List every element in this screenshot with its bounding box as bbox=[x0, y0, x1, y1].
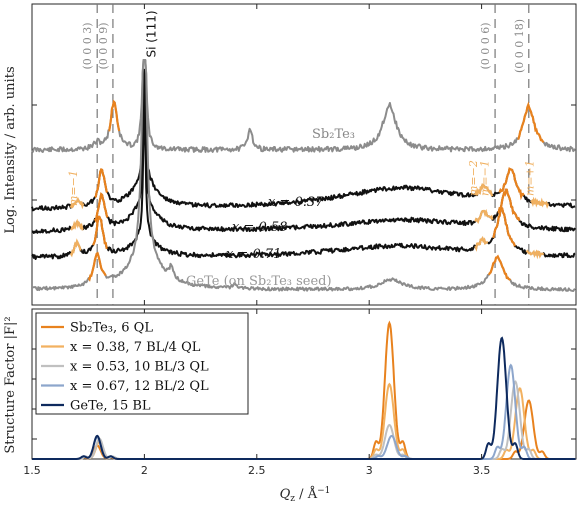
highlight-segment bbox=[474, 235, 489, 252]
series-line-GeTe bbox=[31, 59, 576, 292]
highlight-segment bbox=[92, 215, 108, 250]
x-tick-label: 3.5 bbox=[473, 464, 491, 477]
legend: Sb₂Te₃, 6 QL x = 0.38, 7 BL/4 QL x = 0.53,… bbox=[35, 312, 249, 415]
satellite-label: m=−1 bbox=[67, 170, 80, 206]
highlight-segment bbox=[108, 99, 121, 132]
highlight-segment bbox=[498, 167, 525, 201]
reference-line-label: (0 0 0 3) bbox=[81, 22, 94, 69]
legend-entry: GeTe, 15 BL bbox=[70, 399, 151, 414]
x-tick-label: 2 bbox=[141, 464, 148, 477]
satellite-label: m=−1 bbox=[478, 160, 491, 196]
reference-line-label: (0 0 0 9) bbox=[97, 22, 110, 69]
legend-entry: x = 0.67, 12 BL/2 QL bbox=[70, 379, 209, 394]
top-panel: (0 0 0 3) (0 0 0 9) (0 0 0 6) (0 0 0 18) Sb₂… bbox=[31, 3, 577, 306]
legend-entry: Sb₂Te₃, 6 QL bbox=[70, 321, 153, 336]
series-label-GeTe: GeTe (on Sb₂Te₃ seed) bbox=[186, 274, 332, 289]
legend-entry: x = 0.53, 10 BL/3 QL bbox=[70, 360, 209, 375]
highlight-segment bbox=[87, 251, 107, 282]
reference-line-label: (0 0 0 18) bbox=[513, 19, 526, 73]
satellite-label: m=+1 bbox=[523, 160, 536, 196]
highlight-segment bbox=[70, 218, 84, 231]
highlight-segment bbox=[69, 196, 85, 210]
highlight-segment bbox=[487, 254, 512, 281]
highlight-segment bbox=[94, 168, 109, 199]
highlight-segment bbox=[497, 188, 521, 222]
highlight-segment bbox=[530, 196, 550, 209]
series-label-Sb2Te3: Sb₂Te₃ bbox=[312, 127, 355, 142]
highlight-segment bbox=[525, 249, 545, 260]
highlight-segment bbox=[517, 101, 545, 144]
highlight-segment bbox=[93, 192, 109, 224]
x-tick-label: 2.5 bbox=[248, 464, 266, 477]
series-line-Sb2Te3 bbox=[31, 59, 576, 153]
highlight-segment bbox=[474, 208, 494, 225]
series-label-x037: x = 0.37 bbox=[268, 195, 324, 210]
highlight-segment bbox=[474, 183, 494, 197]
top-y-axis-label: Log. Intensity / arb. units bbox=[3, 66, 18, 233]
substrate-peak-label: Si (111) bbox=[144, 10, 158, 57]
series-label-x058: x = 0.58 bbox=[232, 220, 287, 235]
bottom-panel: 1.5 2 2.5 3 3.5 Sb₂Te₃, 6 QL x = 0.38, 7 BL/4… bbox=[23, 308, 577, 477]
legend-entry: x = 0.38, 7 BL/4 QL bbox=[70, 340, 201, 355]
x-tick-label: 3 bbox=[366, 464, 373, 477]
top-axes-frame bbox=[31, 3, 577, 306]
reference-line-label: (0 0 0 6) bbox=[479, 22, 492, 69]
satellite-label: m=−2 bbox=[467, 160, 480, 196]
highlight-segment bbox=[69, 238, 82, 258]
bottom-y-axis-label: Structure Factor |F|² bbox=[3, 316, 18, 453]
structure-factor-line bbox=[32, 336, 576, 460]
legend-box bbox=[35, 312, 249, 415]
x-axis-label: Qz / Å−1 bbox=[280, 486, 331, 504]
highlight-segment bbox=[492, 206, 516, 247]
x-tick-label: 1.5 bbox=[23, 464, 41, 477]
series-label-x071: x = 0.71 bbox=[226, 247, 281, 262]
